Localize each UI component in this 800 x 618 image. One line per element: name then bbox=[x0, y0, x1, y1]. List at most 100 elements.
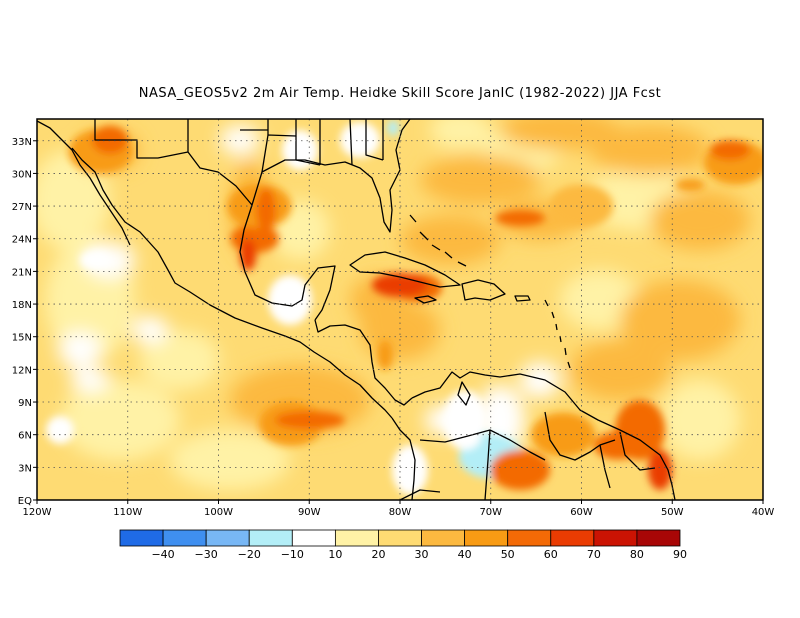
colorbar-label-0: −40 bbox=[151, 548, 174, 561]
lat-label-30N: 30N bbox=[12, 169, 32, 180]
skill-core-3 bbox=[275, 411, 345, 429]
skill-shade-6 bbox=[660, 380, 740, 460]
lake-maracaibo-outline bbox=[457, 381, 471, 406]
low-skill-patch-3 bbox=[443, 390, 487, 450]
lat-label-9N: 9N bbox=[18, 398, 32, 409]
lon-label-70W: 70W bbox=[479, 507, 502, 518]
puerto-rico-outline bbox=[514, 295, 531, 302]
skill-shade-2 bbox=[60, 380, 180, 460]
skill-shade-8 bbox=[170, 430, 290, 490]
lat-label-EQ: EQ bbox=[18, 496, 32, 507]
skill-core-7 bbox=[648, 450, 672, 490]
gulf-coastline bbox=[239, 119, 411, 321]
colorbar-swatch-8 bbox=[464, 529, 509, 547]
skill-core-10 bbox=[495, 210, 545, 226]
colorbar: −40 −30 −20 −10 10 20 30 40 50 60 70 80 90 bbox=[119, 529, 687, 561]
lat-lon-grid bbox=[37, 119, 763, 500]
colorbar-swatch-11 bbox=[593, 529, 638, 547]
low-skill-patch-2 bbox=[340, 122, 380, 158]
colorbar-label-9: 60 bbox=[544, 548, 558, 561]
lon-label-40W: 40W bbox=[752, 507, 775, 518]
skill-shade-20 bbox=[420, 155, 540, 205]
hispaniola-outline bbox=[461, 279, 506, 301]
colorbar-swatch-0 bbox=[119, 529, 164, 547]
skill-shade-25 bbox=[570, 340, 670, 400]
skill-shade-21 bbox=[590, 125, 710, 175]
coastlines bbox=[37, 119, 676, 500]
lat-label-15N: 15N bbox=[12, 333, 32, 344]
skill-core-1 bbox=[240, 239, 256, 271]
skill-shade-19 bbox=[500, 119, 620, 150]
colorbar-swatch-2 bbox=[205, 529, 250, 547]
lon-label-60W: 60W bbox=[570, 507, 593, 518]
skill-shade-7 bbox=[430, 119, 490, 150]
south-america-borders bbox=[399, 411, 656, 500]
skill-shade-15 bbox=[520, 362, 560, 398]
map-axes: EQ 3N 6N 9N 12N 15N 18N 21N 24N 27N 30N 33N 120W 110W… bbox=[12, 137, 775, 518]
colorbar-swatch-9 bbox=[507, 529, 552, 547]
skill-shade-18 bbox=[220, 125, 260, 155]
colorbar-label-10: 70 bbox=[587, 548, 601, 561]
lat-label-12N: 12N bbox=[12, 365, 32, 376]
lat-label-33N: 33N bbox=[12, 137, 32, 148]
skill-core-4 bbox=[710, 140, 750, 160]
skill-shade-22 bbox=[650, 190, 750, 250]
colorbar-label-5: 20 bbox=[371, 548, 385, 561]
skill-shade-17 bbox=[70, 368, 110, 392]
colorbar-label-7: 40 bbox=[458, 548, 472, 561]
lat-label-6N: 6N bbox=[18, 431, 32, 442]
colorbar-label-8: 50 bbox=[501, 548, 515, 561]
skill-core-6 bbox=[615, 400, 665, 460]
skill-shade-13 bbox=[132, 316, 168, 344]
negative-skill-patch-1 bbox=[387, 120, 399, 136]
lat-label-27N: 27N bbox=[12, 202, 32, 213]
caribbean-central-america-coast bbox=[314, 319, 413, 406]
low-skill-patch-5 bbox=[46, 416, 74, 444]
lon-label-80W: 80W bbox=[389, 507, 412, 518]
bahamas-outline bbox=[409, 214, 467, 267]
colorbar-label-4: 10 bbox=[328, 548, 342, 561]
lat-label-24N: 24N bbox=[12, 235, 32, 246]
low-skill-patch-6 bbox=[80, 250, 110, 270]
colorbar-swatch-5 bbox=[334, 529, 379, 547]
skill-shade-24 bbox=[620, 280, 740, 360]
colorbar-swatch-6 bbox=[378, 529, 422, 547]
colorbar-swatch-12 bbox=[636, 529, 681, 547]
skill-core-11 bbox=[675, 179, 705, 191]
colorbar-swatch-10 bbox=[550, 529, 595, 547]
skill-core-9 bbox=[377, 340, 393, 370]
negative-skill-patch-0 bbox=[480, 431, 490, 459]
skill-core-0 bbox=[256, 188, 276, 232]
skill-shade-5 bbox=[560, 270, 640, 330]
lon-label-90W: 90W bbox=[298, 507, 321, 518]
lat-label-18N: 18N bbox=[12, 300, 32, 311]
skill-shade-12 bbox=[58, 332, 102, 368]
skill-shade-1 bbox=[37, 150, 110, 250]
pacific-coastline bbox=[37, 120, 393, 419]
map-title: NASA_GEOS5v2 2m Air Temp. Heidke Skill S… bbox=[138, 86, 662, 101]
lon-label-50W: 50W bbox=[661, 507, 684, 518]
lat-label-3N: 3N bbox=[18, 463, 32, 474]
colorbar-swatch-3 bbox=[248, 529, 293, 547]
low-skill-patch-4 bbox=[392, 445, 428, 495]
skill-core-8 bbox=[490, 450, 550, 490]
south-america-coast bbox=[391, 371, 676, 500]
lon-label-120W: 120W bbox=[23, 507, 52, 518]
colorbar-label-1: −30 bbox=[195, 548, 218, 561]
lat-label-21N: 21N bbox=[12, 267, 32, 278]
colorbar-label-12: 90 bbox=[673, 548, 687, 561]
colorbar-swatch-7 bbox=[421, 529, 466, 547]
colorbar-swatch-1 bbox=[162, 529, 207, 547]
skill-field bbox=[37, 119, 763, 500]
skill-shade-10 bbox=[140, 330, 220, 390]
colorbar-swatch-4 bbox=[291, 529, 336, 547]
low-skill-patch-0 bbox=[268, 275, 312, 325]
skill-region-venezuela-east bbox=[531, 412, 596, 457]
lon-label-100W: 100W bbox=[204, 507, 233, 518]
jamaica-outline bbox=[414, 295, 437, 304]
colorbar-label-3: −10 bbox=[281, 548, 304, 561]
colorbar-label-2: −20 bbox=[238, 548, 261, 561]
colorbar-label-6: 30 bbox=[415, 548, 429, 561]
colorbar-label-11: 80 bbox=[630, 548, 644, 561]
